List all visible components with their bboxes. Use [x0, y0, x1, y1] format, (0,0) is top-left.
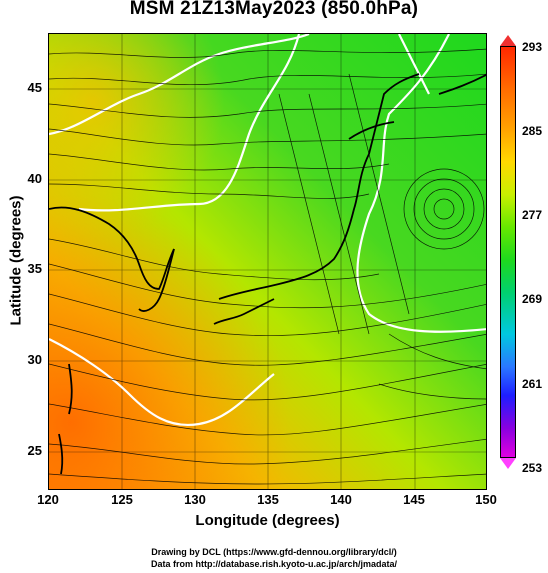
y-axis-label: Latitude (degrees) — [7, 195, 25, 326]
map-title: MSM 21Z13May2023 (850.0hPa) — [129, 0, 419, 19]
y-tick-35: 35 — [27, 261, 42, 276]
colorbar-min-arrow — [500, 458, 516, 469]
colorbar-label-269: 269 — [522, 292, 543, 306]
colorbar — [500, 46, 516, 458]
coastlines — [49, 73, 486, 475]
x-axis-label: Longitude (degrees) — [195, 512, 340, 529]
credit-data: Data from http://database.rish.kyoto-u.a… — [150, 559, 398, 569]
x-tick-120: 120 — [37, 492, 59, 507]
colorbar-label-293: 293 — [522, 40, 543, 54]
x-tick-150: 150 — [475, 492, 497, 507]
y-tick-45: 45 — [27, 80, 42, 95]
y-tick-30: 30 — [27, 352, 42, 367]
isotherm-contours — [49, 34, 486, 427]
x-tick-130: 130 — [184, 492, 206, 507]
temperature-map — [48, 33, 487, 490]
x-tick-135: 135 — [257, 492, 279, 507]
wind-streamlines — [49, 48, 486, 485]
x-tick-125: 125 — [111, 492, 133, 507]
colorbar-max-arrow — [500, 35, 516, 46]
y-tick-40: 40 — [27, 171, 42, 186]
colorbar-label-285: 285 — [522, 124, 543, 138]
x-tick-145: 145 — [403, 492, 425, 507]
colorbar-label-253: 253 — [522, 461, 543, 475]
colorbar-label-277: 277 — [522, 208, 543, 222]
colorbar-label-261: 261 — [522, 377, 543, 391]
x-tick-140: 140 — [330, 492, 352, 507]
credit-drawing: Drawing by DCL (https://www.gfd-dennou.o… — [151, 547, 397, 557]
y-tick-25: 25 — [27, 443, 42, 458]
map-canvas — [49, 34, 486, 489]
